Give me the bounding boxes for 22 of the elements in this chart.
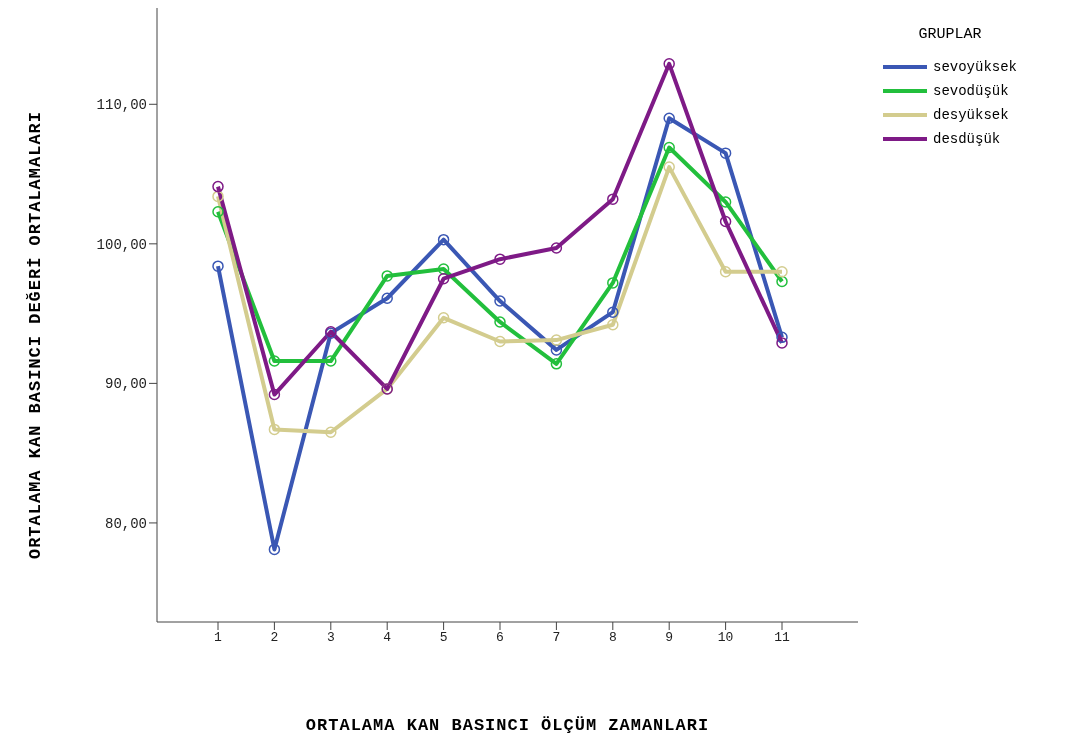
legend-label: sevoyüksek xyxy=(933,59,1018,75)
x-tick-label: 10 xyxy=(717,630,734,646)
y-tick-label: 80,00 xyxy=(104,515,147,532)
y-tick-label: 110,00 xyxy=(96,97,147,114)
x-tick-label: 11 xyxy=(774,630,790,646)
x-tick-label: 6 xyxy=(496,630,504,646)
x-tick-label: 9 xyxy=(665,630,674,646)
x-tick-label: 8 xyxy=(608,630,617,646)
y-tick-label: 90,00 xyxy=(104,376,147,393)
x-axis-title: ORTALAMA KAN BASINCI ÖLÇÜM ZAMANLARI xyxy=(304,716,711,735)
x-tick-label: 4 xyxy=(383,630,392,646)
legend-label: desdüşük xyxy=(933,131,1001,147)
x-tick-label: 5 xyxy=(439,630,448,646)
x-tick-label: 2 xyxy=(270,630,279,646)
legend-label: desyüksek xyxy=(933,107,1009,123)
y-tick-label: 100,00 xyxy=(96,236,147,253)
x-tick-label: 3 xyxy=(326,630,335,646)
x-tick-label: 7 xyxy=(552,630,561,646)
y-axis-title: ORTALAMA KAN BASINCI DEĞERİ ORTALAMALARI xyxy=(25,109,46,562)
legend-title: GRUPLAR xyxy=(917,26,983,43)
legend-label: sevodüşük xyxy=(933,83,1009,99)
x-tick-label: 1 xyxy=(214,630,223,646)
